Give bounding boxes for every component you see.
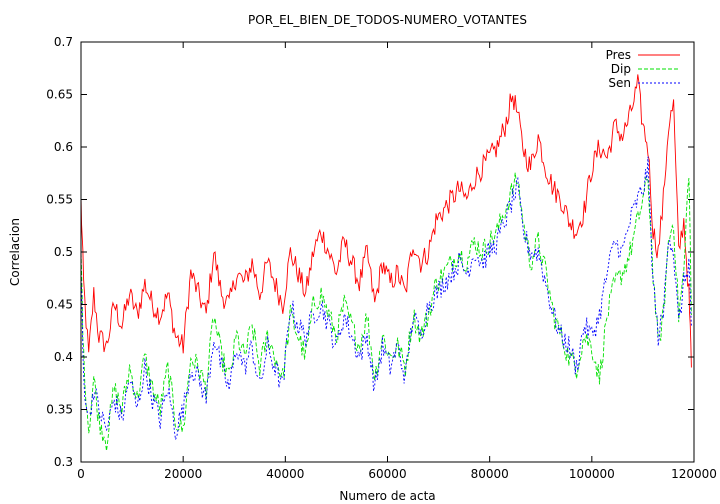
series-line-dip (80, 172, 692, 451)
y-tick-label: 0.65 (46, 88, 73, 102)
y-tick-label: 0.3 (54, 455, 73, 469)
x-tick-label: 60000 (368, 467, 406, 481)
y-tick-label: 0.5 (54, 245, 73, 259)
legend-label: Pres (606, 48, 631, 62)
x-tick-label: 20000 (164, 467, 202, 481)
x-tick-label: 100000 (569, 467, 615, 481)
x-tick-label: 0 (77, 467, 85, 481)
axis-ticks: 0 20000 40000 60000 80000 100000 120000 0.3 0.35… (46, 35, 717, 481)
legend-label: Sen (608, 76, 631, 90)
legend-label: Dip (611, 62, 631, 76)
y-tick-label: 0.6 (54, 140, 73, 154)
series-layer (80, 74, 692, 451)
x-tick-label: 120000 (671, 467, 717, 481)
y-tick-label: 0.4 (54, 350, 73, 364)
x-axis-label: Numero de acta (339, 489, 435, 503)
y-tick-label: 0.35 (46, 403, 73, 417)
y-axis-label: Correlacion (8, 218, 22, 286)
y-tick-label: 0.45 (46, 298, 73, 312)
y-tick-label: 0.55 (46, 193, 73, 207)
x-tick-label: 40000 (266, 467, 304, 481)
chart-title: POR_EL_BIEN_DE_TODOS-NUMERO_VOTANTES (248, 13, 527, 27)
series-line-pres (80, 74, 692, 368)
x-tick-label: 80000 (471, 467, 509, 481)
y-tick-label: 0.7 (54, 35, 73, 49)
